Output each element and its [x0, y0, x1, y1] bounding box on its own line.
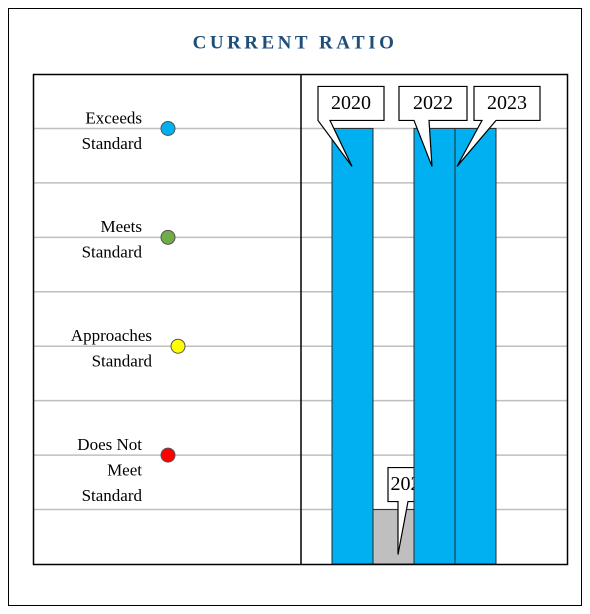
level-label: Exceeds — [85, 108, 142, 127]
level-label: Standard — [82, 243, 143, 262]
labels: Exceeds Standard Meets Standard Approaches St… — [71, 108, 186, 505]
bar-label: 2020 — [331, 92, 371, 114]
level-dot — [160, 447, 176, 463]
chart-title: CURRENT RATIO — [193, 32, 398, 53]
level-label: Meets — [100, 217, 142, 236]
bar-label: 2022 — [413, 92, 453, 114]
bar — [454, 127, 497, 565]
level-label: Approaches — [71, 326, 152, 345]
bar — [331, 127, 374, 565]
bar-label: 2023 — [487, 92, 527, 114]
level-dot — [160, 120, 176, 136]
level-dot — [160, 229, 176, 245]
callout — [317, 85, 385, 167]
callout — [398, 85, 468, 167]
level-label: Standard — [82, 486, 143, 505]
bar — [413, 127, 456, 565]
level-label: Does Not — [77, 435, 142, 454]
level-label: Meet — [107, 461, 142, 480]
level-dot — [170, 338, 186, 354]
level-label: Standard — [92, 352, 153, 371]
level-label: Standard — [82, 134, 143, 153]
bar — [372, 509, 415, 565]
callout — [456, 85, 541, 167]
